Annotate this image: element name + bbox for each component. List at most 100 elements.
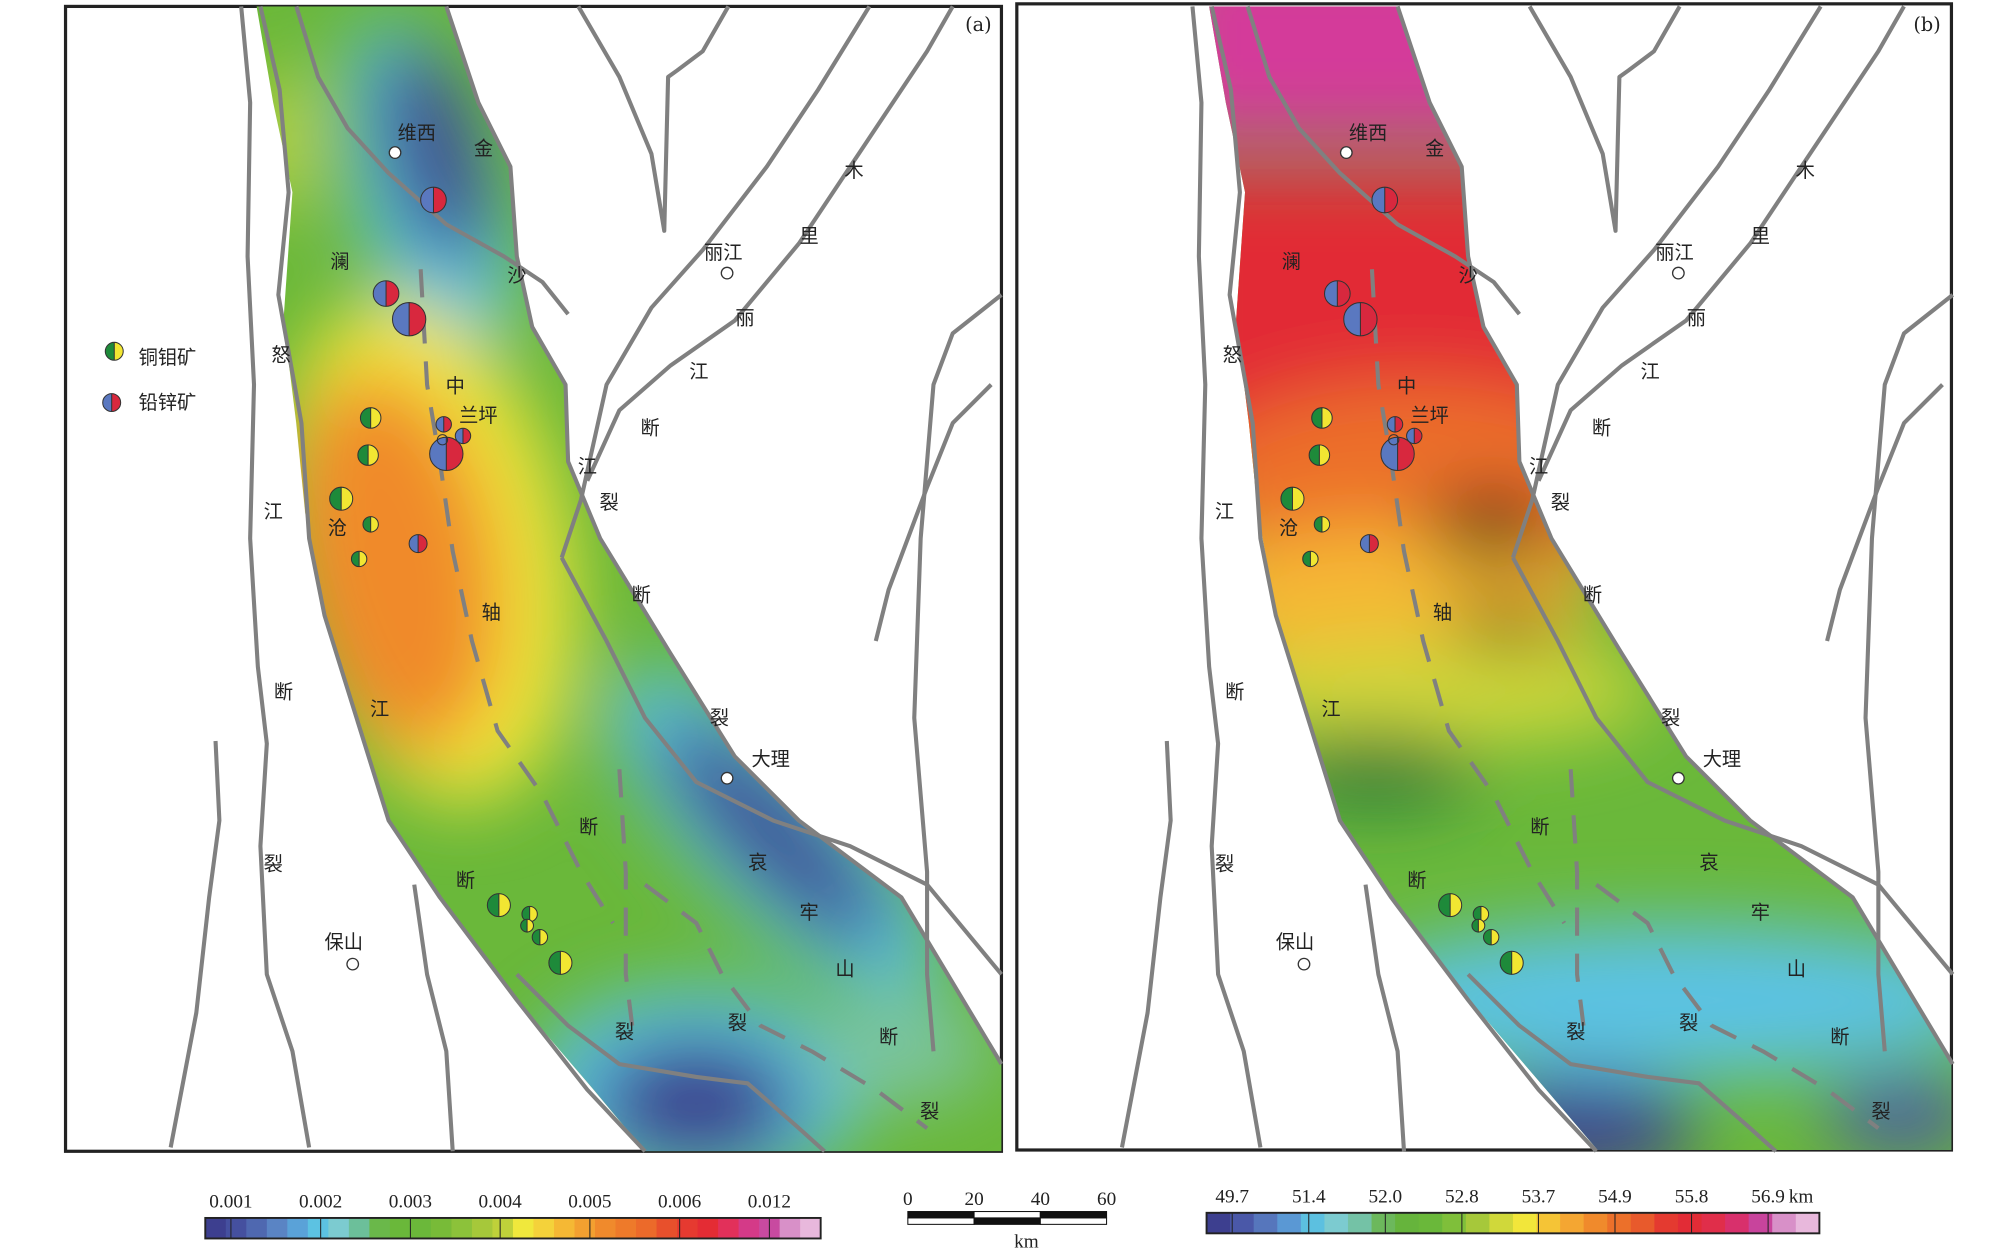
colorbar-swatch: [492, 1217, 514, 1239]
map-label: 裂: [615, 1020, 634, 1043]
map-label: 断: [1592, 417, 1611, 440]
scale-bar-tick-label: 20: [964, 1189, 983, 1210]
colorbar-swatch: [1677, 1212, 1703, 1234]
fault-line: [1395, 5, 1955, 1066]
map-label: 里: [800, 224, 819, 247]
map-label: 丽: [735, 306, 754, 329]
scale-bar-tick-label: 60: [1097, 1189, 1116, 1210]
map-label: 维西: [398, 122, 436, 145]
map-label: 大理: [751, 747, 789, 770]
town-marker-icon: [1671, 771, 1685, 785]
colorbar-swatch: [225, 1217, 247, 1239]
colorbar-b: 49.7 51.4 52.0 52.8 53.7 54.9 55.8 56.9 km: [1205, 1187, 1821, 1235]
fault-line: [1190, 6, 1263, 1148]
mine-symbols: [329, 186, 1524, 975]
map-label: 裂: [710, 706, 729, 729]
map-label: 里: [1751, 224, 1770, 247]
map-label: 江: [578, 455, 597, 478]
fault-line: [515, 972, 826, 1153]
map-label: 断: [1830, 1026, 1849, 1049]
cu-mo-deposit-icon: [359, 407, 382, 429]
colorbar-a: 0.001 0.002 0.003 0.004 0.005 0.006 0.012: [204, 1192, 822, 1240]
pb-zn-legend-icon: [102, 393, 122, 413]
map-label: 中: [446, 374, 465, 397]
panel-b: [1015, 2, 1954, 1152]
cu-mo-deposit-icon: [1313, 516, 1331, 533]
fault-line: [576, 5, 731, 233]
colorbar-swatch: [677, 1217, 699, 1239]
colorbar-swatch: [656, 1217, 678, 1239]
map-label: 丽: [1687, 306, 1706, 329]
colorbar-swatch: [738, 1217, 760, 1239]
colorbar-swatch: [779, 1217, 801, 1239]
fault-line: [239, 6, 312, 1148]
colorbar-swatch: [1489, 1212, 1514, 1234]
colorbar-tick-label: 55.8: [1675, 1187, 1709, 1208]
colorbar-tick-label: 0.004: [479, 1192, 523, 1213]
scale-bar-tick-label: 40: [1031, 1189, 1050, 1210]
fault-line: [1511, 5, 1823, 559]
colorbar-swatch: [718, 1217, 740, 1239]
colorbar-swatch: [1583, 1212, 1608, 1234]
fault-line: [1511, 556, 1955, 976]
map-label: 江: [689, 360, 708, 383]
map-label: 轴: [482, 601, 501, 624]
map-label: 澜: [1282, 250, 1301, 273]
map-label: 沙: [507, 264, 526, 287]
map-label: 裂: [1215, 853, 1234, 876]
colorbar-swatch: [451, 1217, 473, 1239]
map-label: 江: [370, 697, 389, 720]
colorbar-swatch: [800, 1217, 822, 1239]
map-label: 木: [844, 159, 863, 182]
colorbar-swatch: [615, 1217, 637, 1239]
cu-mo-deposit-icon: [531, 928, 549, 946]
town-marker-icon: [720, 266, 734, 280]
scale-bar-segment: [973, 1217, 1041, 1225]
map-label: 沧: [328, 517, 347, 540]
colorbar-swatch: [1442, 1212, 1467, 1234]
fault-line: [444, 5, 1004, 1066]
scale-bar-segment: [907, 1211, 975, 1219]
colorbar-swatch: [1795, 1212, 1821, 1234]
pb-zn-deposit-icon: [420, 186, 447, 214]
colorbar-swatch: [697, 1217, 719, 1239]
map-label: 裂: [920, 1100, 939, 1123]
map-label: 裂: [728, 1011, 747, 1034]
colorbar-swatch: [389, 1217, 412, 1239]
cu-mo-deposit-icon: [329, 486, 354, 511]
map-label: 断: [879, 1026, 898, 1049]
map-label: 牢: [1751, 901, 1770, 924]
colorbar-swatch: [328, 1217, 350, 1239]
fault-line: [1825, 383, 1944, 642]
fault-line: [1363, 884, 1407, 1152]
colorbar-tick-label: 0.002: [299, 1192, 342, 1213]
map-label: 哀: [1700, 851, 1719, 874]
map-label: 断: [456, 869, 475, 892]
map-label: 维西: [1349, 122, 1387, 145]
map-label: 断: [1407, 869, 1426, 892]
cu-mo-legend-icon: [104, 341, 124, 361]
pb-zn-deposit-icon: [1406, 427, 1423, 445]
colorbar-swatch: [1206, 1212, 1231, 1234]
cu-mo-deposit-icon: [1438, 893, 1463, 918]
colorbar-tick-label: 52.8: [1445, 1187, 1479, 1208]
map-label: 大理: [1703, 747, 1741, 770]
fault-line: [912, 293, 1003, 1052]
panel-a: [63, 4, 1004, 1153]
pb-zn-deposit-icon: [454, 427, 472, 445]
cu-mo-deposit-icon: [521, 905, 538, 923]
fault-line: [294, 5, 570, 316]
colorbar-swatch: [1418, 1212, 1443, 1234]
colorbar-swatch: [1536, 1212, 1561, 1234]
map-label: 裂: [1661, 706, 1680, 729]
map-label: 断: [579, 815, 598, 838]
colorbar-swatch: [369, 1217, 391, 1239]
map-label: 裂: [264, 853, 283, 876]
map-label: 中: [1397, 374, 1416, 397]
scale-bar-tick-label: 0: [903, 1189, 913, 1210]
colorbar-swatch: [533, 1217, 555, 1239]
pb-zn-deposit-icon: [408, 534, 428, 554]
cu-mo-deposit-icon: [548, 950, 573, 975]
map-label: 裂: [1551, 491, 1570, 514]
